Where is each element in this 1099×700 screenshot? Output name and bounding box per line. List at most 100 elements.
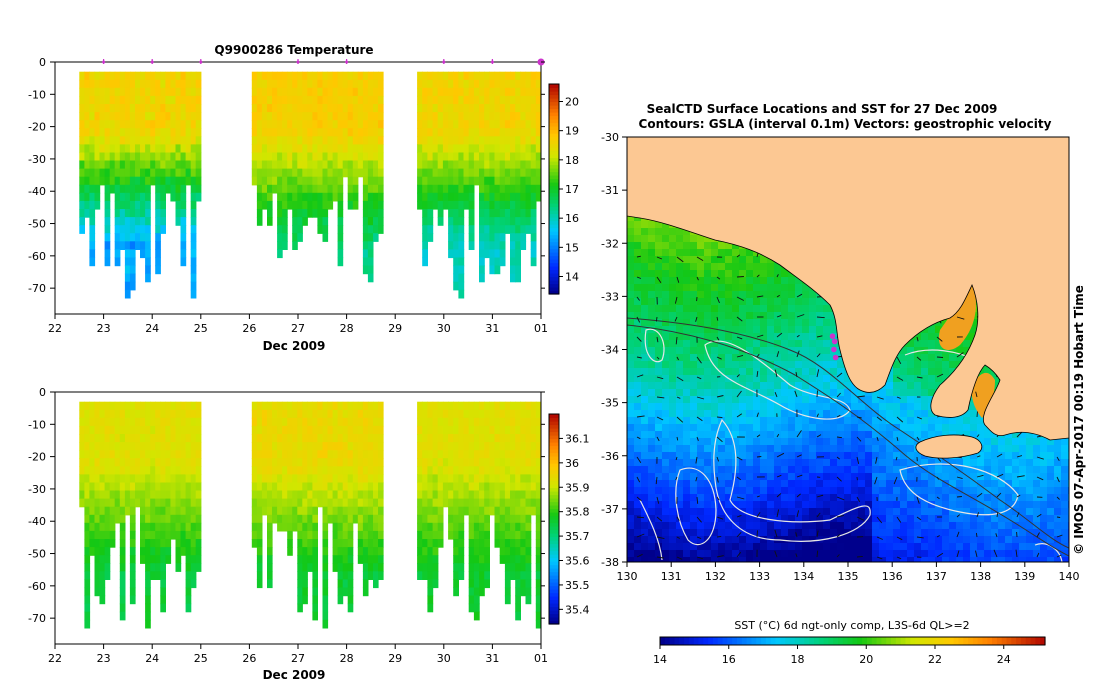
section-cell xyxy=(468,587,475,597)
section-cell xyxy=(378,498,384,508)
section-cell xyxy=(342,579,349,589)
section-cell xyxy=(489,95,496,105)
section-cell xyxy=(94,168,101,178)
section-cell xyxy=(135,490,141,500)
section-cell xyxy=(417,160,423,170)
sst-cell xyxy=(655,284,663,292)
section-cell xyxy=(530,482,537,492)
section-cell xyxy=(332,442,339,451)
section-cell xyxy=(463,104,470,113)
section-cell xyxy=(119,482,126,492)
section-cell xyxy=(427,474,434,484)
section-cell xyxy=(442,425,449,435)
section-cell xyxy=(282,474,288,484)
section-cell xyxy=(307,458,313,467)
section-cell xyxy=(437,490,444,500)
section-cell xyxy=(135,144,141,154)
section-cell xyxy=(458,192,465,202)
section-cell xyxy=(99,587,106,597)
section-cell xyxy=(515,539,521,548)
section-cell xyxy=(494,168,501,178)
section-cell xyxy=(357,152,364,162)
section-cell xyxy=(367,434,374,443)
sst-cell xyxy=(627,284,635,292)
section-cell xyxy=(510,474,516,484)
section-cell xyxy=(129,442,136,451)
section-cell xyxy=(458,71,465,81)
section-cell xyxy=(114,128,121,137)
section-cell xyxy=(145,144,151,154)
section-cell xyxy=(432,466,439,475)
section-cell xyxy=(342,144,349,154)
section-cell xyxy=(427,579,434,589)
section-cell xyxy=(180,160,187,170)
section-cell xyxy=(468,401,475,411)
section-cell xyxy=(362,87,369,97)
section-cell xyxy=(479,71,485,81)
section-cell xyxy=(89,498,96,508)
section-cell xyxy=(499,450,506,459)
section-cell xyxy=(332,401,339,411)
section-cell xyxy=(124,79,131,89)
section-cell xyxy=(535,168,541,178)
section-cell xyxy=(535,579,541,589)
section-cell xyxy=(347,425,354,435)
section-cell xyxy=(484,200,490,210)
section-cell xyxy=(145,112,151,121)
section-cell xyxy=(362,498,369,508)
section-cell xyxy=(140,434,146,443)
colorbar-swatch xyxy=(549,508,559,513)
section-cell xyxy=(99,498,106,508)
section-cell xyxy=(135,120,141,129)
colorbar-swatch xyxy=(549,522,559,527)
section-cell xyxy=(453,225,459,234)
section-cell xyxy=(150,442,156,451)
sst-cell xyxy=(641,312,649,320)
colorbar-swatch xyxy=(549,290,559,295)
section-cell xyxy=(282,168,288,178)
section-cell xyxy=(417,409,423,419)
section-cell xyxy=(525,184,532,194)
section-cell xyxy=(261,168,268,178)
section-cell xyxy=(155,547,161,556)
section-cell xyxy=(190,184,197,194)
section-cell xyxy=(129,425,136,435)
section-cell xyxy=(297,482,303,492)
section-cell xyxy=(489,79,496,89)
section-cell xyxy=(277,209,283,218)
section-cell xyxy=(515,466,521,475)
section-cell xyxy=(362,265,369,275)
section-cell xyxy=(119,87,126,97)
section-cell xyxy=(104,425,111,435)
section-cell xyxy=(267,466,273,475)
section-cell xyxy=(332,184,339,194)
section-cell xyxy=(373,217,379,226)
section-cell xyxy=(251,71,258,81)
section-cell xyxy=(256,401,263,411)
sst-cell xyxy=(739,312,747,320)
section-cell xyxy=(473,152,480,162)
section-cell xyxy=(195,160,202,170)
section-cell xyxy=(99,144,106,154)
section-cell xyxy=(378,95,384,105)
section-cell xyxy=(458,104,465,113)
section-cell xyxy=(190,458,197,467)
sst-cell xyxy=(690,270,698,278)
sst-cell xyxy=(753,291,761,299)
section-cell xyxy=(190,539,197,548)
section-cell xyxy=(135,474,141,484)
section-cell xyxy=(195,442,202,451)
section-cell xyxy=(119,160,126,170)
section-cell xyxy=(489,217,496,226)
section-cell xyxy=(297,466,303,475)
section-cell xyxy=(190,136,197,145)
section-cell xyxy=(458,112,465,121)
section-cell xyxy=(145,579,151,589)
section-cell xyxy=(468,555,475,564)
section-cell xyxy=(504,442,511,451)
section-cell xyxy=(322,474,329,484)
section-cell xyxy=(312,450,318,459)
section-cell xyxy=(530,249,537,259)
section-cell xyxy=(195,539,202,548)
section-cell xyxy=(160,458,166,467)
